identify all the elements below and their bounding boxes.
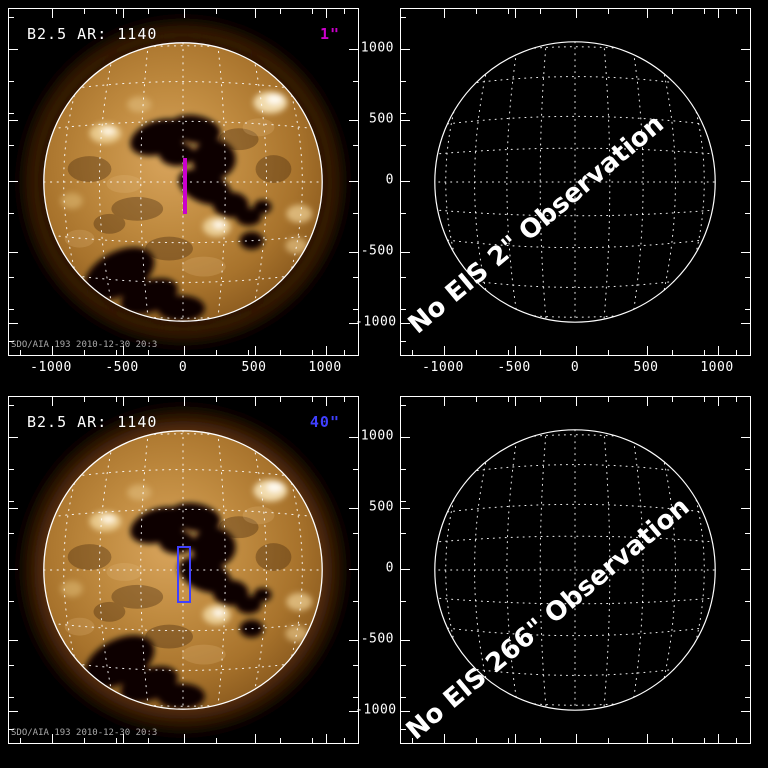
eis-slit-marker-1arcsec [183, 158, 187, 214]
xtick-label: 1000 [308, 360, 342, 375]
ytick-label: 0 [385, 172, 394, 188]
empty-observation-top-right: No EIS 2" Observation [402, 10, 749, 354]
solar-disk-svg-bottom [10, 398, 357, 742]
slit-size-label-top-left: 1" [319, 25, 340, 43]
ytick-label: -500 [360, 631, 394, 647]
xtick-label: -1000 [30, 360, 72, 375]
ytick-label: 0 [385, 560, 394, 576]
ytick-label: 1000 [360, 428, 394, 444]
panel-title-bottom-left: B2.5 AR: 1140 [27, 413, 158, 431]
xtick-label: 0 [570, 360, 580, 375]
eis-slit-marker-40arcsec [177, 546, 191, 603]
panel-bottom-right: No EIS 266" Observation [400, 396, 751, 744]
solar-image-bottom-left [10, 398, 357, 742]
ytick-label: 1000 [360, 40, 394, 56]
ytick-label: -1000 [355, 702, 397, 718]
xtick-label: -500 [105, 360, 139, 375]
instrument-footer-top-left: SDO/AIA 193 2010-12-30 20:3 [11, 340, 158, 350]
empty-observation-bottom-right: No EIS 266" Observation [402, 398, 749, 742]
solar-image-top-left [10, 10, 357, 354]
xtick-label: -1000 [422, 360, 464, 375]
heliographic-grid-svg-bottom [402, 398, 749, 742]
xtick-label: 0 [178, 360, 188, 375]
panel-title-top-left: B2.5 AR: 1140 [27, 25, 158, 43]
xtick-label: 500 [633, 360, 659, 375]
ytick-label: -500 [360, 243, 394, 259]
ytick-label: -1000 [355, 314, 397, 330]
panel-top-left: B2.5 AR: 1140 1" SDO/AIA 193 2010-12-30 … [8, 8, 359, 356]
xtick-label: 1000 [700, 360, 734, 375]
heliographic-grid-svg-top [402, 10, 749, 354]
panel-top-right: No EIS 2" Observation [400, 8, 751, 356]
xtick-label: -500 [497, 360, 531, 375]
ytick-label: 500 [369, 499, 394, 515]
instrument-footer-bottom-left: SDO/AIA 193 2010-12-30 20:3 [11, 728, 158, 738]
ytick-label: 500 [369, 111, 394, 127]
xtick-label: 500 [241, 360, 267, 375]
panel-bottom-left: B2.5 AR: 1140 40" SDO/AIA 193 2010-12-30… [8, 396, 359, 744]
slit-size-label-bottom-left: 40" [309, 413, 340, 431]
